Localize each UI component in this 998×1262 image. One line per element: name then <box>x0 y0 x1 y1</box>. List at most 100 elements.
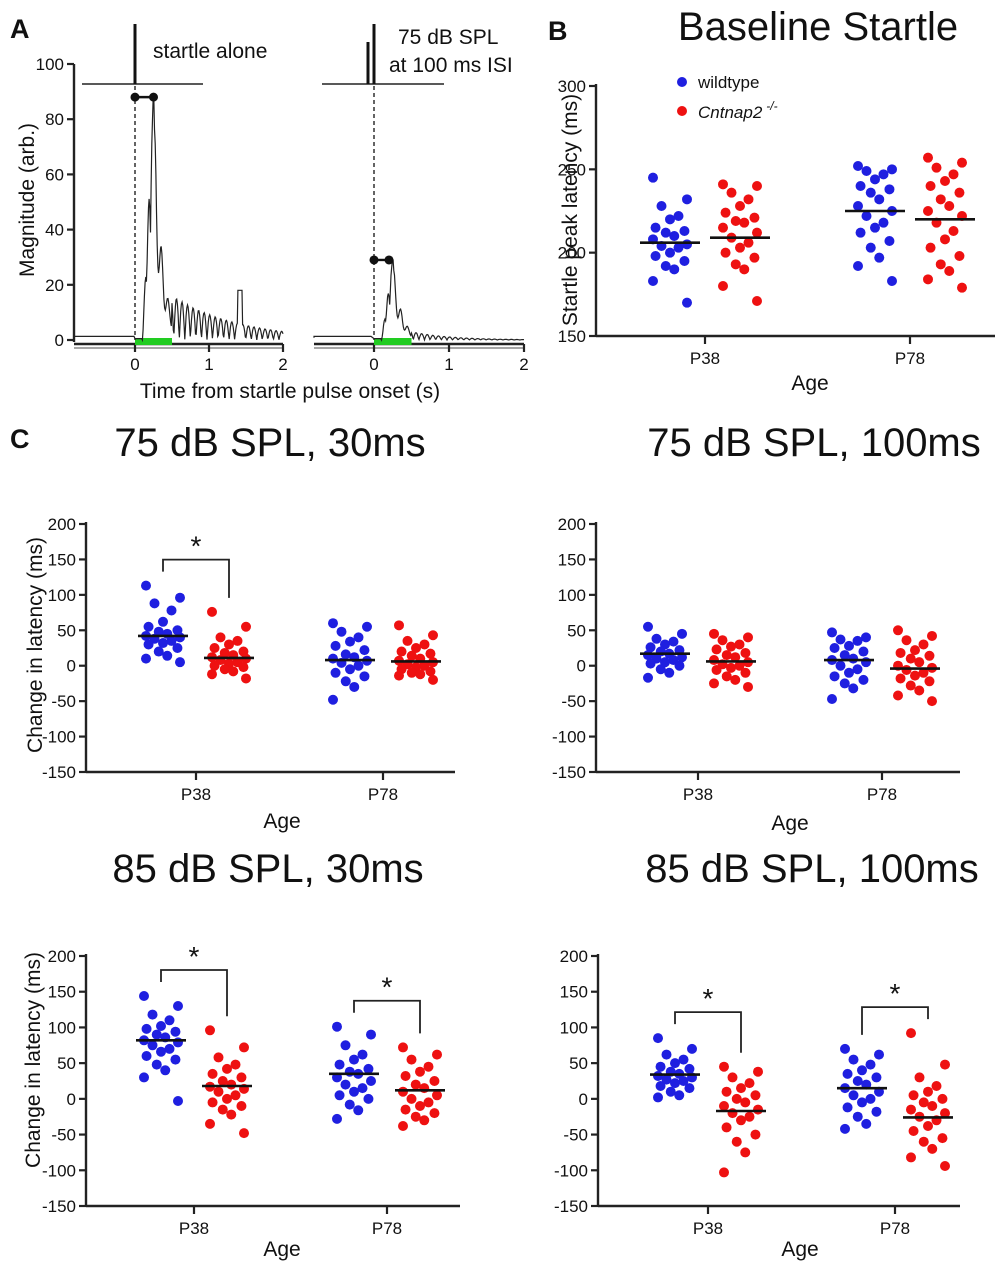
panel-c3-point-p78-wildtype <box>349 1086 359 1097</box>
panel-c1-y-axis-label: Change in latency (ms) <box>24 537 47 753</box>
panel-c4-point-p38-cntnap2 <box>753 1104 763 1115</box>
panel-b-point-p78-wildtype <box>884 184 895 195</box>
panel-a-x-axis-label: Time from startle pulse onset (s) <box>140 380 440 403</box>
panel-c4-x-axis-label: Age <box>781 1238 818 1261</box>
panel-b-point-p78-wildtype <box>887 276 897 286</box>
panel-b-point-p38-wildtype <box>679 256 690 266</box>
panel-c3-x-tick-label: P78 <box>372 1219 402 1238</box>
panel-b-point-p38-cntnap2 <box>735 242 745 253</box>
panel-c2-point-p78-wildtype <box>858 674 869 685</box>
panel-c4-point-p38-cntnap2 <box>740 1097 751 1108</box>
panel-c4-point-p78-cntnap2 <box>908 1090 919 1101</box>
panel-c2-point-p38-wildtype <box>643 672 653 683</box>
panel-a-y-tick-label: 40 <box>45 221 64 240</box>
panel-c2-point-p38-cntnap2 <box>711 664 722 675</box>
panel-c2-x-tick-label: P78 <box>867 785 897 804</box>
panel-label-a: A <box>10 14 30 44</box>
trace-2-latency-start-dot <box>369 255 379 265</box>
panel-c2-point-p78-cntnap2 <box>910 645 920 656</box>
panel-c1-point-p78-cntnap2 <box>402 635 413 646</box>
panel-c1-significance-star: * <box>191 531 202 562</box>
panel-c4-x-tick-label: P38 <box>693 1219 723 1238</box>
panel-c3-y-tick-label: 50 <box>57 1054 76 1073</box>
panel-c4-point-p78-wildtype <box>865 1059 876 1070</box>
trace-2-x-tick-label: 2 <box>519 355 528 374</box>
panel-b-point-p38-wildtype <box>682 194 692 205</box>
panel-c4-point-p38-wildtype <box>670 1058 680 1069</box>
panel-c2-point-p38-cntnap2 <box>734 639 745 650</box>
panel-c1-point-p78-cntnap2 <box>415 669 426 680</box>
panel-c4-y-tick-label: -150 <box>554 1197 588 1216</box>
panel-c3-point-p38-cntnap2 <box>207 1097 218 1108</box>
panel-c4-point-p78-wildtype <box>840 1043 850 1054</box>
panel-b-point-p38-cntnap2 <box>752 227 762 238</box>
panel-c3-point-p38-wildtype <box>147 1009 158 1020</box>
panel-c4-y-tick-label: 0 <box>579 1090 588 1109</box>
panel-c1-point-p78-wildtype <box>328 618 338 629</box>
panel-c2-point-p38-cntnap2 <box>743 632 753 643</box>
panel-c3-point-p38-wildtype <box>151 1029 162 1040</box>
panel-c3-x-axis-label: Age <box>263 1238 300 1261</box>
panel-c2-y-tick-label: 100 <box>558 586 586 605</box>
panel-c3-point-p78-wildtype <box>334 1090 345 1101</box>
panel-c1-point-p38-cntnap2 <box>228 666 239 677</box>
panel-b-point-p38-cntnap2 <box>726 187 737 198</box>
panel-c3-point-p38-cntnap2 <box>230 1059 241 1070</box>
panel-a-y-tick-label: 60 <box>45 165 64 184</box>
panel-c1-point-p78-wildtype <box>328 653 338 664</box>
panel-c4-point-p78-wildtype <box>848 1054 859 1065</box>
panel-b-baseline-startle: 150 200 250 300 P38 P78 <box>558 77 995 368</box>
panel-c1-point-p78-wildtype <box>359 671 370 682</box>
panel-c1-title: 75 dB SPL, 30ms <box>114 421 425 465</box>
panel-c1-point-p38-wildtype <box>149 598 160 609</box>
trace-2-label-line2: at 100 ms ISI <box>389 54 513 77</box>
panel-b-point-p78-cntnap2 <box>931 162 942 173</box>
panel-c2-point-p78-cntnap2 <box>905 653 916 664</box>
panel-b-point-p38-wildtype <box>650 251 661 261</box>
panel-c1-point-p38-wildtype <box>166 605 177 616</box>
panel-b-point-p78-wildtype <box>853 261 863 271</box>
panel-c3-point-p78-wildtype <box>363 1093 374 1104</box>
trace-2-response-path <box>313 259 525 342</box>
panel-c1-point-p38-wildtype <box>166 635 177 646</box>
panel-c4-point-p38-wildtype <box>653 1092 663 1103</box>
panel-c2-point-p38-cntnap2 <box>721 671 732 682</box>
panel-c2-point-p78-wildtype <box>848 683 859 694</box>
panel-b-point-p78-wildtype <box>855 181 866 191</box>
panel-c2-point-p78-wildtype <box>839 678 850 689</box>
panel-c3-point-p38-wildtype <box>164 1043 175 1054</box>
panel-c4-point-p78-wildtype <box>874 1049 884 1060</box>
panel-b-point-p78-cntnap2 <box>923 152 933 163</box>
panel-c3-y-tick-label: -50 <box>51 1126 76 1145</box>
panel-c2-point-p38-cntnap2 <box>730 674 741 685</box>
panel-c2-point-p78-cntnap2 <box>924 676 935 687</box>
panel-c3-point-p78-wildtype <box>349 1054 359 1065</box>
panel-c3-point-p38-cntnap2 <box>222 1093 232 1104</box>
trace-1-label: startle alone <box>153 40 267 63</box>
panel-c3-point-p78-cntnap2 <box>415 1066 425 1077</box>
panel-c1-point-p38-cntnap2 <box>219 664 230 675</box>
panel-c1-point-p78-wildtype <box>328 694 338 705</box>
panel-c3-point-p78-wildtype <box>334 1059 345 1070</box>
panel-c3-point-p38-wildtype <box>147 1040 158 1051</box>
panel-c2-point-p38-cntnap2 <box>743 681 753 692</box>
panel-c2-point-p78-wildtype <box>844 667 854 678</box>
panel-c1-point-p38-cntnap2 <box>207 606 217 617</box>
panel-c4-point-p78-wildtype <box>848 1090 859 1101</box>
panel-b-point-p38-wildtype <box>669 264 680 275</box>
panel-c3-point-p78-cntnap2 <box>423 1061 434 1072</box>
panel-c3-y-tick-label: 100 <box>48 1018 76 1037</box>
panel-c3-point-p38-wildtype <box>164 1015 175 1026</box>
panel-c3-significance-star: * <box>382 972 393 1003</box>
panel-c3-point-p78-cntnap2 <box>419 1083 430 1094</box>
panel-c2-point-p38-cntnap2 <box>709 628 719 639</box>
panel-b-point-p38-cntnap2 <box>752 296 762 306</box>
panel-b-y-tick-label: 300 <box>558 77 586 96</box>
panel-c1-y-tick-label: 50 <box>57 621 76 640</box>
panel-c1-point-p78-cntnap2 <box>396 646 407 657</box>
panel-c1-point-p78-cntnap2 <box>425 666 436 677</box>
panel-c2-point-p38-wildtype <box>645 642 656 653</box>
panel-c3-point-p38-cntnap2 <box>226 1109 237 1120</box>
panel-b-point-p78-cntnap2 <box>944 201 955 211</box>
